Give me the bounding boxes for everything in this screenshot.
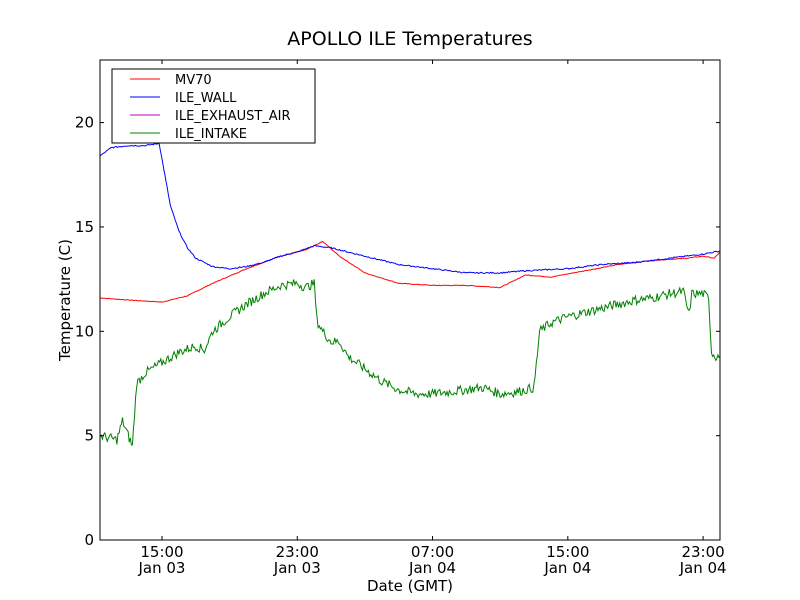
legend-label-ile-wall: ILE_WALL xyxy=(175,91,237,106)
legend-frame xyxy=(111,68,316,144)
legend-label-mv70: MV70 xyxy=(175,73,212,88)
x-tick-label-date: Jan 04 xyxy=(679,559,727,577)
x-tick-label-date: Jan 04 xyxy=(543,559,591,577)
x-tick-label-time: 15:00 xyxy=(140,543,183,561)
x-tick-label-time: 23:00 xyxy=(681,543,724,561)
x-tick-label-time: 15:00 xyxy=(546,543,589,561)
legend: MV70 ILE_WALL ILE_EXHAUST_AIR ILE_INTAKE xyxy=(111,68,316,144)
series-line-ile-intake xyxy=(99,279,721,446)
x-tick-label-date: Jan 04 xyxy=(408,559,456,577)
y-tick-label: 20 xyxy=(75,114,94,132)
series-line-mv70 xyxy=(99,240,721,303)
legend-label-ile-exhaust-air: ILE_EXHAUST_AIR xyxy=(175,109,291,124)
y-tick-label: 0 xyxy=(84,531,94,549)
y-axis-label: Temperature (C) xyxy=(56,239,74,362)
plot-frame xyxy=(99,59,721,541)
x-axis-label: Date (GMT) xyxy=(367,577,453,595)
plot-lines xyxy=(99,143,721,446)
x-tick-label-time: 23:00 xyxy=(276,543,319,561)
y-axis: 0 5 10 15 20 xyxy=(75,114,720,549)
y-tick-label: 10 xyxy=(75,322,94,340)
x-tick-label-date: Jan 03 xyxy=(273,559,321,577)
y-tick-label: 5 xyxy=(84,427,94,445)
y-tick-label: 15 xyxy=(75,218,94,236)
chart-title: APOLLO ILE Temperatures xyxy=(287,28,532,50)
series-line-ile-wall xyxy=(99,143,721,275)
x-tick-label-time: 07:00 xyxy=(411,543,454,561)
legend-label-ile-intake: ILE_INTAKE xyxy=(175,127,247,142)
x-tick-label-date: Jan 03 xyxy=(138,559,186,577)
